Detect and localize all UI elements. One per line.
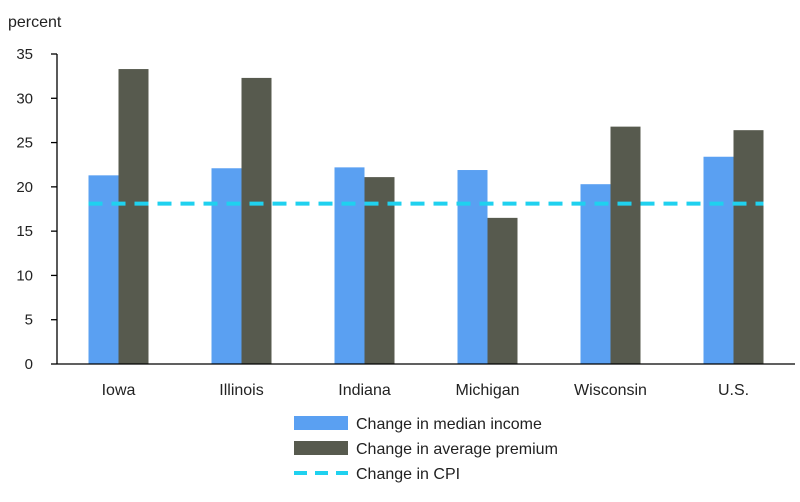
bar-average-premium-michigan xyxy=(487,217,518,364)
y-tick-label: 10 xyxy=(16,267,33,284)
x-tick-label: Iowa xyxy=(102,382,136,399)
y-axis-unit-label: percent xyxy=(8,14,62,31)
x-tick-label: Indiana xyxy=(338,382,391,399)
x-tick-label: Michigan xyxy=(455,382,519,399)
axes-layer: Iowa Illinois Indiana Michigan Wisconsin U.S.… xyxy=(16,46,795,399)
legend-label: Change in average premium xyxy=(356,441,558,458)
bar-median-income-indiana xyxy=(334,167,365,364)
bar-average-premium-illinois xyxy=(241,77,272,365)
bar-median-income-wisconsin xyxy=(580,184,611,364)
bars-layer xyxy=(88,69,764,365)
y-tick-label: 30 xyxy=(16,90,33,107)
bar-average-premium-wisconsin xyxy=(610,126,641,364)
y-tick-label: 0 xyxy=(25,356,33,373)
bar-median-income-illinois xyxy=(211,168,242,364)
bar-median-income-us xyxy=(703,156,734,364)
legend-swatch-average-premium xyxy=(294,441,348,455)
legend-label: Change in CPI xyxy=(356,466,460,483)
bar-average-premium-iowa xyxy=(118,69,149,365)
legend-label: Change in median income xyxy=(356,416,542,433)
y-tick-label: 20 xyxy=(16,179,33,196)
y-tick-label: 5 xyxy=(25,312,33,329)
x-tick-label: Illinois xyxy=(219,382,263,399)
legend-swatch-median-income xyxy=(294,416,348,430)
x-tick-label: Wisconsin xyxy=(574,382,647,399)
legend: Change in median income Change in average… xyxy=(294,416,558,483)
bar-median-income-michigan xyxy=(457,170,488,364)
y-tick-label: 35 xyxy=(16,46,33,63)
bar-average-premium-us xyxy=(733,130,764,364)
bar-median-income-iowa xyxy=(88,175,119,364)
x-tick-label: U.S. xyxy=(718,382,749,399)
y-tick-label: 25 xyxy=(16,135,33,152)
y-tick-label: 15 xyxy=(16,223,33,240)
bar-average-premium-indiana xyxy=(364,177,395,364)
